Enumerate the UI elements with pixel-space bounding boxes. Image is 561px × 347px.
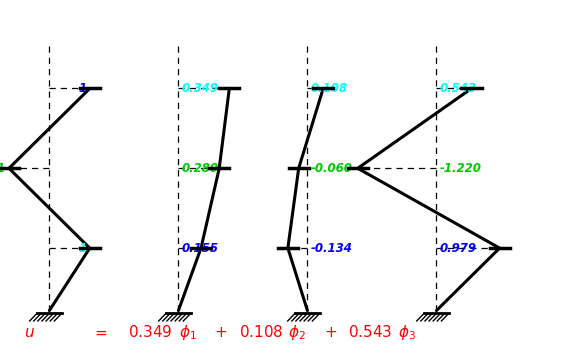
Text: $0.543$: $0.543$	[348, 324, 393, 340]
Text: $u$: $u$	[24, 325, 35, 340]
Text: $0.349$: $0.349$	[128, 324, 173, 340]
Text: -1: -1	[0, 162, 6, 175]
Text: 0.280: 0.280	[182, 162, 219, 175]
Text: $+$: $+$	[214, 325, 227, 340]
Text: $0.108$: $0.108$	[238, 324, 283, 340]
Text: 0.979: 0.979	[440, 242, 477, 255]
Text: 0.543: 0.543	[440, 82, 477, 95]
Text: 0.349: 0.349	[182, 82, 219, 95]
Text: 1: 1	[79, 242, 86, 255]
Text: -0.060: -0.060	[311, 162, 353, 175]
Text: 1: 1	[79, 82, 86, 95]
Text: -0.134: -0.134	[311, 242, 353, 255]
Text: $=$: $=$	[92, 325, 108, 340]
Text: 0.155: 0.155	[182, 242, 219, 255]
Text: $\phi_2$: $\phi_2$	[288, 323, 306, 342]
Text: $\phi_3$: $\phi_3$	[398, 323, 416, 342]
Text: $+$: $+$	[324, 325, 338, 340]
Text: $\phi_1$: $\phi_1$	[179, 323, 197, 342]
Text: -1.220: -1.220	[440, 162, 482, 175]
Text: 0.108: 0.108	[311, 82, 348, 95]
